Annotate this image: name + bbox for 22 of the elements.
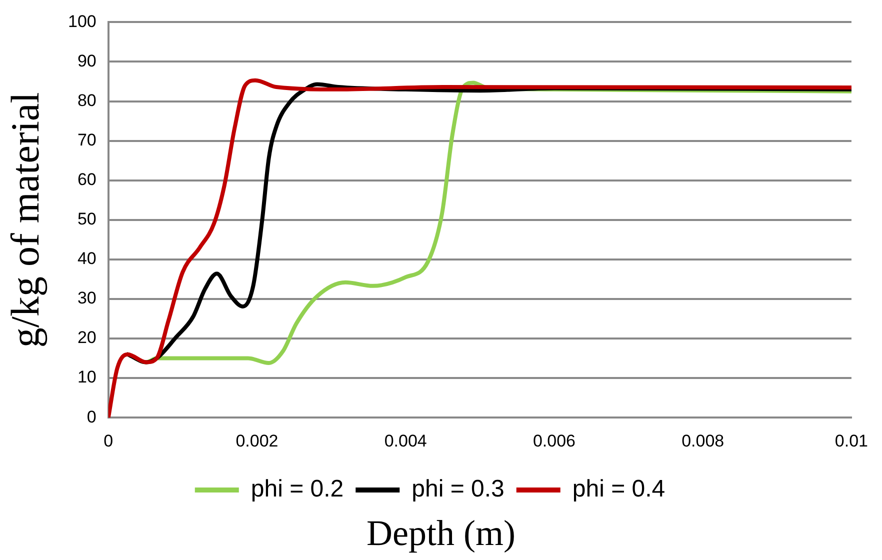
y-tick-label: 80 [77, 90, 96, 110]
y-tick-label: 100 [68, 12, 96, 31]
legend-label: phi = 0.2 [250, 476, 344, 503]
y-axis-title: g/kg of material [2, 92, 48, 348]
legend-label: phi = 0.3 [412, 476, 504, 503]
y-tick-label: 0 [86, 407, 96, 426]
x-tick-label: 0.008 [682, 431, 724, 450]
x-tick-label: 0.004 [384, 431, 427, 450]
y-tick-label: 70 [77, 130, 96, 150]
y-tick-label: 50 [77, 210, 96, 229]
y-tick-label: 20 [77, 328, 96, 348]
x-tick-label: 0.01 [834, 431, 868, 450]
x-tick-label: 0.006 [532, 431, 576, 450]
legend-label: phi = 0.4 [572, 476, 666, 503]
x-axis-title: Depth (m) [366, 512, 516, 554]
y-tick-label: 30 [77, 288, 96, 308]
x-tick-label: 0.002 [236, 431, 278, 450]
x-tick-label: 0 [104, 431, 114, 450]
y-tick-label: 90 [77, 51, 96, 70]
y-tick-label: 60 [77, 170, 96, 190]
y-tick-label: 10 [77, 368, 96, 387]
y-tick-label: 40 [77, 249, 96, 268]
